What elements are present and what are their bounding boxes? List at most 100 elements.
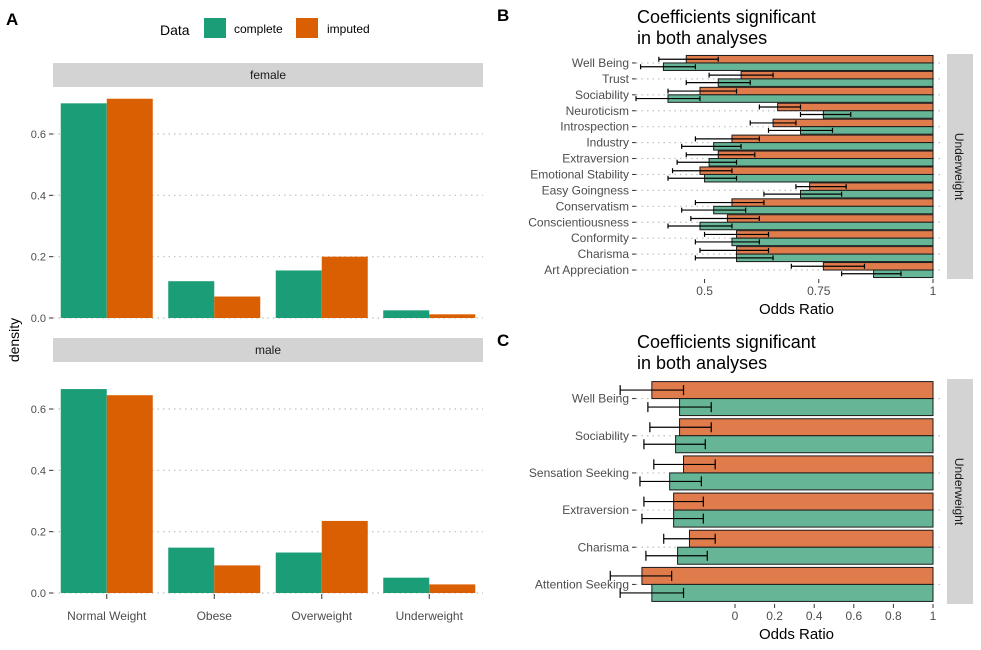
facet-strip-label: Underweight — [952, 458, 966, 526]
error-bar-complete-conscientiousness — [667, 223, 733, 229]
error-bar-complete-neuroticism — [799, 112, 852, 117]
bar-imputed-male-underweight — [429, 584, 476, 593]
error-bar-complete-conservatism — [681, 207, 747, 213]
legend-label-complete: complete — [234, 22, 283, 36]
bar-complete-conscientiousness — [699, 221, 934, 231]
bar-imputed-sociability — [679, 418, 934, 437]
error-bar-complete-sensation-seeking — [639, 476, 702, 487]
y-tick-label: 0.0 — [31, 588, 46, 600]
error-bar-imputed-well-being — [658, 56, 719, 62]
error-bar-complete-sociability — [635, 96, 701, 102]
bar-complete-industry — [713, 142, 934, 151]
x-tick-label: 0 — [732, 609, 739, 623]
error-bar-complete-attention-seeking — [619, 587, 685, 598]
bar-complete-attention-seeking — [651, 583, 934, 602]
panel-label-a: A — [6, 10, 18, 29]
bar-complete-male-obese — [168, 547, 215, 593]
bar-imputed-female-underweight — [429, 314, 476, 318]
x-tick-label: 0.4 — [806, 609, 823, 623]
y-tick-label: Well Being — [572, 56, 629, 70]
bar-imputed-female-normal-weight — [106, 98, 153, 318]
error-bar-complete-charisma — [694, 255, 774, 261]
facet-strip-label: male — [255, 343, 281, 357]
panel-a: female 0.0 0.2 0.4 0.6 male 0.0 0.2 0.4 0.6 Normal… — [31, 63, 483, 623]
bar-complete-well-being — [662, 62, 934, 71]
error-bar-complete-charisma — [645, 550, 708, 561]
y-tick-label: Conformity — [571, 231, 629, 245]
bar-complete-male-underweight — [383, 577, 430, 593]
y-tick-label: Extraversion — [562, 503, 629, 517]
error-bar-imputed-introspection — [749, 120, 797, 126]
bar-complete-sociability — [675, 435, 934, 454]
facet-strip-label: Underweight — [952, 133, 966, 201]
y-tick-label: Sensation Seeking — [529, 466, 629, 480]
facet-strip — [53, 63, 483, 87]
facet-strip — [947, 379, 973, 604]
y-tick-label: 0.0 — [31, 313, 46, 325]
y-tick-label: Charisma — [578, 540, 630, 554]
bar-imputed-female-obese — [214, 296, 261, 318]
error-bar-imputed-sensation-seeking — [653, 459, 716, 470]
x-tick-label: Overweight — [291, 609, 352, 623]
error-bar-imputed-trust — [708, 72, 774, 78]
bar-imputed-sensation-seeking — [683, 455, 934, 474]
facet-strip-label: female — [250, 68, 286, 82]
legend-swatch-imputed — [296, 18, 318, 38]
x-tick-label: 1 — [930, 284, 937, 298]
y-tick-label: Well Being — [572, 392, 629, 406]
x-tick-label: Obese — [197, 609, 233, 623]
y-tick-label: 0.6 — [31, 404, 46, 416]
bar-complete-extraversion — [708, 158, 934, 167]
bar-imputed-extraversion — [673, 492, 934, 511]
error-bar-complete-conformity — [694, 239, 760, 245]
x-axis-label: Odds Ratio — [759, 301, 834, 318]
x-tick-label: 1 — [930, 609, 937, 623]
error-bar-complete-easy-goingness — [763, 191, 843, 197]
bar-imputed-well-being — [685, 54, 934, 64]
y-tick-label: Easy Goingness — [542, 183, 629, 197]
y-tick-label: Conscientiousness — [528, 215, 629, 229]
chart-title-line: Coefficients significant — [637, 7, 816, 27]
error-bar-imputed-conservatism — [694, 200, 765, 206]
bar-complete-female-normal-weight — [60, 103, 107, 318]
x-tick-label: Normal Weight — [67, 609, 147, 623]
error-bar-imputed-charisma — [699, 247, 770, 253]
x-axis-label: Odds Ratio — [759, 626, 834, 643]
error-bar-imputed-well-being — [619, 385, 685, 396]
bar-complete-female-overweight — [275, 270, 322, 318]
y-tick-label: Sociability — [575, 429, 629, 443]
error-bar-imputed-sociability — [667, 88, 738, 94]
y-tick-label: Introspection — [560, 120, 629, 134]
bar-complete-charisma — [677, 546, 934, 565]
bar-complete-extraversion — [673, 509, 934, 528]
bar-imputed-male-normal-weight — [106, 395, 153, 593]
bar-complete-male-normal-weight — [60, 389, 107, 593]
bar-complete-emotional-stability — [704, 173, 934, 183]
bar-imputed-attention-seeking — [641, 566, 934, 585]
x-tick-label: 0.2 — [766, 609, 783, 623]
chart-title-line: in both analyses — [637, 28, 767, 48]
bar-complete-conformity — [731, 237, 934, 247]
y-tick-label: Art Appreciation — [544, 263, 629, 277]
bar-imputed-industry — [731, 134, 934, 144]
y-tick-label: Extraversion — [562, 152, 629, 166]
bar-complete-well-being — [679, 398, 934, 417]
y-tick-label: 0.4 — [31, 465, 46, 477]
error-bar-complete-well-being — [647, 402, 712, 413]
error-bar-imputed-industry — [694, 136, 760, 142]
legend-swatch-complete — [204, 18, 226, 38]
legend-label-imputed: imputed — [327, 22, 370, 36]
y-tick-label: Trust — [602, 72, 630, 86]
error-bar-imputed-extraversion — [685, 152, 756, 158]
error-bar-imputed-attention-seeking — [609, 570, 673, 581]
error-bar-complete-extraversion — [676, 159, 738, 165]
y-tick-label: 0.4 — [31, 190, 46, 202]
x-tick-label: 0.75 — [807, 284, 831, 298]
y-tick-label: Sociability — [575, 88, 629, 102]
chart-title-line: Coefficients significant — [637, 332, 816, 352]
y-axis-label: density — [6, 318, 22, 362]
bar-imputed-male-obese — [214, 565, 261, 593]
bar-complete-sensation-seeking — [669, 472, 934, 491]
